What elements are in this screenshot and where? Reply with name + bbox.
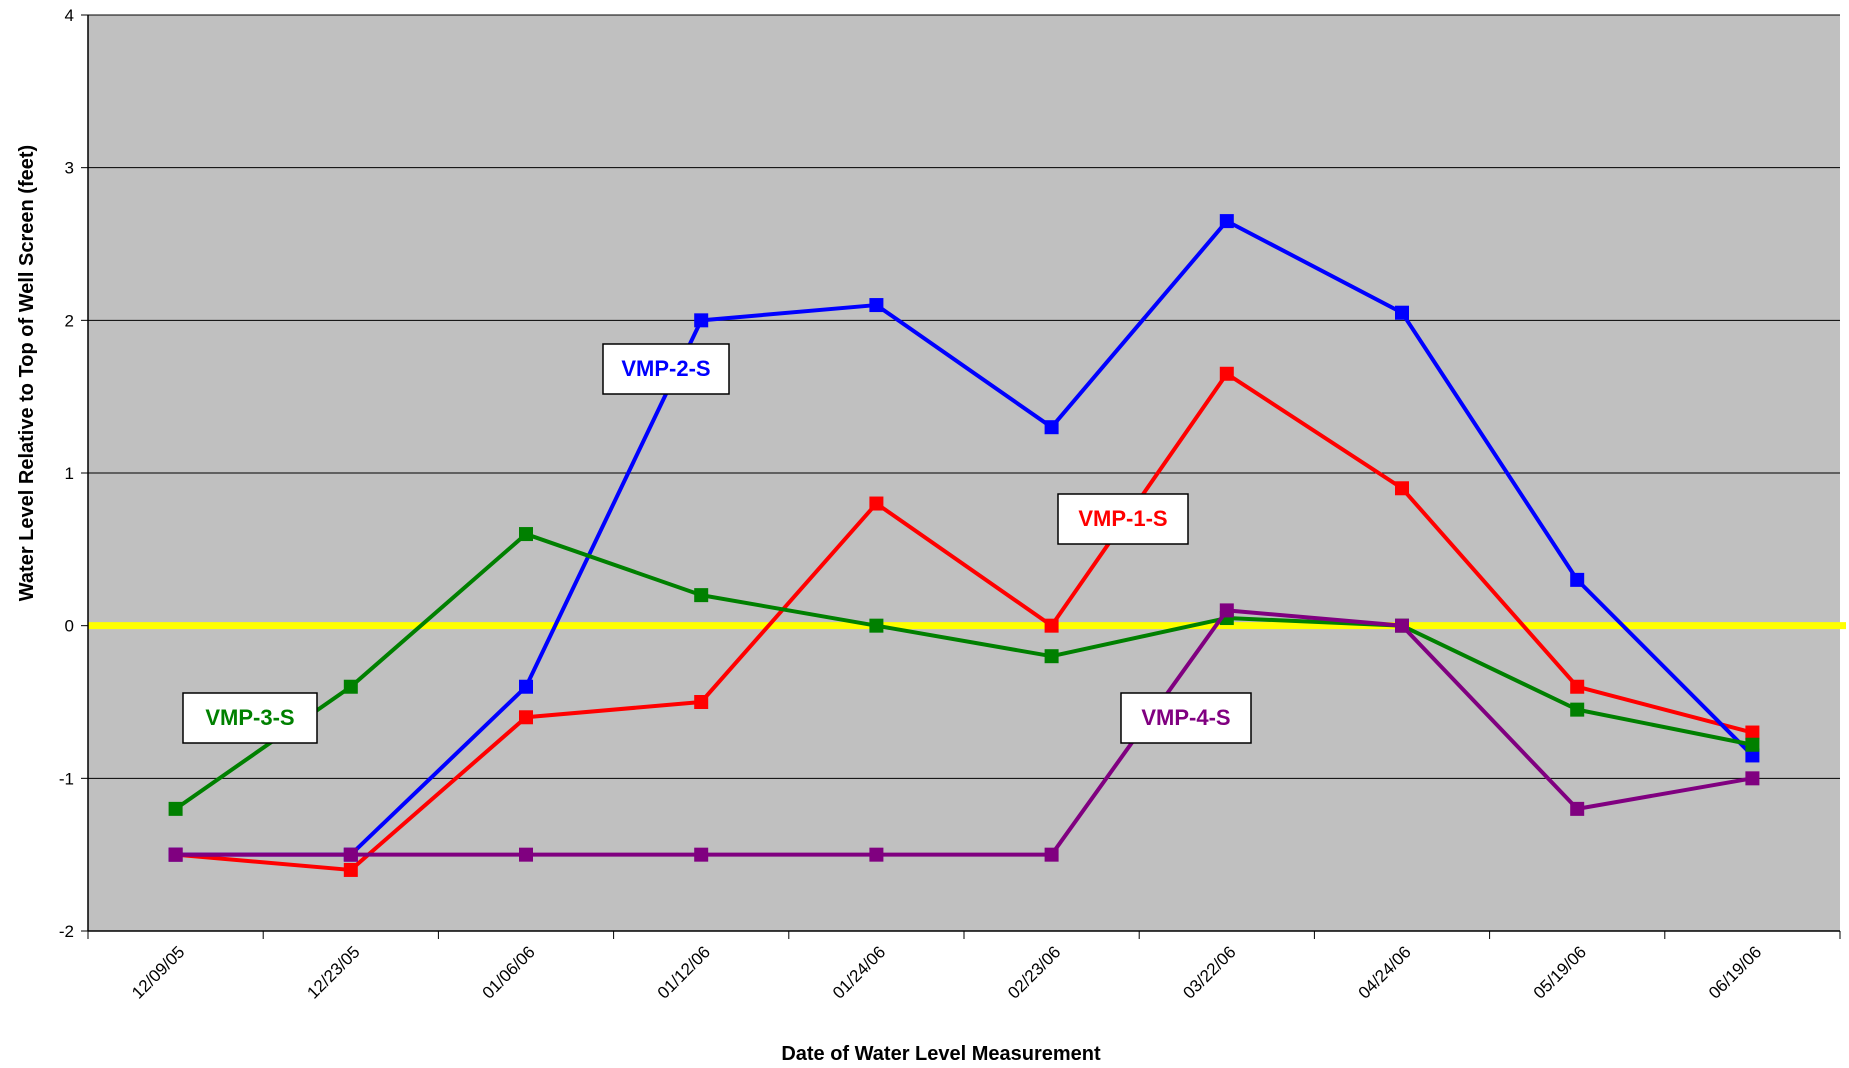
data-point-vmp-3-s [1570, 702, 1585, 717]
data-point-vmp-3-s [168, 801, 183, 816]
data-point-vmp-2-s [1219, 214, 1234, 229]
y-tick-label: 0 [65, 617, 74, 636]
data-point-vmp-1-s [1395, 481, 1409, 496]
data-point-vmp-2-s [1570, 572, 1585, 587]
data-point-vmp-3-s [1745, 737, 1760, 752]
data-point-vmp-4-s [343, 847, 358, 862]
callout-vmp-3-s: VMP-3-S [182, 692, 318, 744]
data-point-vmp-4-s [168, 847, 183, 862]
data-point-vmp-2-s [869, 298, 884, 313]
series-line-vmp-2-s [175, 219, 1754, 857]
y-tick-label: 3 [65, 159, 74, 178]
data-point-vmp-2-s [694, 313, 709, 328]
x-axis-title: Date of Water Level Measurement [781, 1043, 1101, 1065]
callout-vmp-1-s: VMP-1-S [1057, 493, 1189, 545]
data-point-vmp-1-s [869, 496, 884, 511]
data-point-vmp-4-s [694, 847, 709, 862]
x-tick-label: 06/19/06 [1705, 942, 1765, 1002]
data-point-vmp-3-s [343, 679, 358, 694]
data-point-vmp-1-s [694, 695, 709, 709]
y-tick-label: -2 [59, 922, 74, 941]
y-tick-label: 2 [65, 311, 74, 330]
x-tick-label: 01/24/06 [829, 942, 889, 1002]
x-tick-label: 05/19/06 [1530, 942, 1590, 1002]
x-tick-label: 04/24/06 [1355, 942, 1415, 1002]
svg-text:VMP-4-S: VMP-4-S [1141, 705, 1230, 730]
data-point-vmp-1-s [1570, 679, 1585, 694]
series-line-vmp-4-s [175, 608, 1753, 857]
svg-text:VMP-1-S: VMP-1-S [1078, 506, 1167, 531]
x-tick-label: 02/23/06 [1004, 942, 1064, 1002]
callout-vmp-2-s: VMP-2-S [602, 343, 730, 395]
x-tick-label: 12/23/05 [303, 942, 363, 1002]
series-layer [168, 214, 1760, 877]
data-point-vmp-4-s [1395, 618, 1409, 633]
series-vmp-4-s [168, 603, 1760, 862]
data-point-vmp-1-s [1219, 366, 1234, 381]
y-tick-label: 1 [65, 464, 74, 483]
series-line-vmp-1-s [175, 371, 1753, 872]
data-point-vmp-1-s [1044, 618, 1059, 633]
data-point-vmp-2-s [1395, 305, 1409, 320]
y-tick-label: -1 [59, 769, 74, 788]
data-point-vmp-4-s [1745, 771, 1760, 786]
data-point-vmp-3-s [1044, 649, 1059, 664]
x-tick-label: 01/06/06 [479, 942, 539, 1002]
x-tick-label: 12/09/05 [128, 942, 188, 1002]
data-point-vmp-4-s [1570, 801, 1585, 816]
data-point-vmp-1-s [343, 862, 358, 877]
y-tick-label: 4 [65, 6, 74, 25]
callout-vmp-4-s: VMP-4-S [1120, 692, 1252, 744]
series-line-vmp-3-s [174, 532, 1753, 811]
data-point-vmp-1-s [1745, 725, 1760, 740]
data-point-vmp-2-s [1745, 748, 1760, 763]
data-point-vmp-3-s [694, 588, 709, 603]
svg-text:VMP-3-S: VMP-3-S [205, 705, 294, 730]
x-tick-label: 01/12/06 [654, 942, 714, 1002]
y-axis-title: Water Level Relative to Top of Well Scre… [16, 145, 38, 601]
x-tick-label: 03/22/06 [1179, 942, 1239, 1002]
data-point-vmp-1-s [519, 710, 533, 725]
svg-text:VMP-2-S: VMP-2-S [621, 356, 710, 381]
data-point-vmp-4-s [519, 847, 533, 862]
data-point-vmp-2-s [519, 679, 533, 694]
data-point-vmp-4-s [869, 847, 884, 862]
data-point-vmp-3-s [869, 618, 884, 633]
data-point-vmp-3-s [519, 527, 533, 542]
data-point-vmp-4-s [1044, 847, 1059, 862]
data-point-vmp-2-s [1044, 420, 1059, 435]
series-vmp-3-s [168, 527, 1760, 816]
axes [81, 14, 1841, 939]
data-point-vmp-4-s [1219, 603, 1234, 618]
